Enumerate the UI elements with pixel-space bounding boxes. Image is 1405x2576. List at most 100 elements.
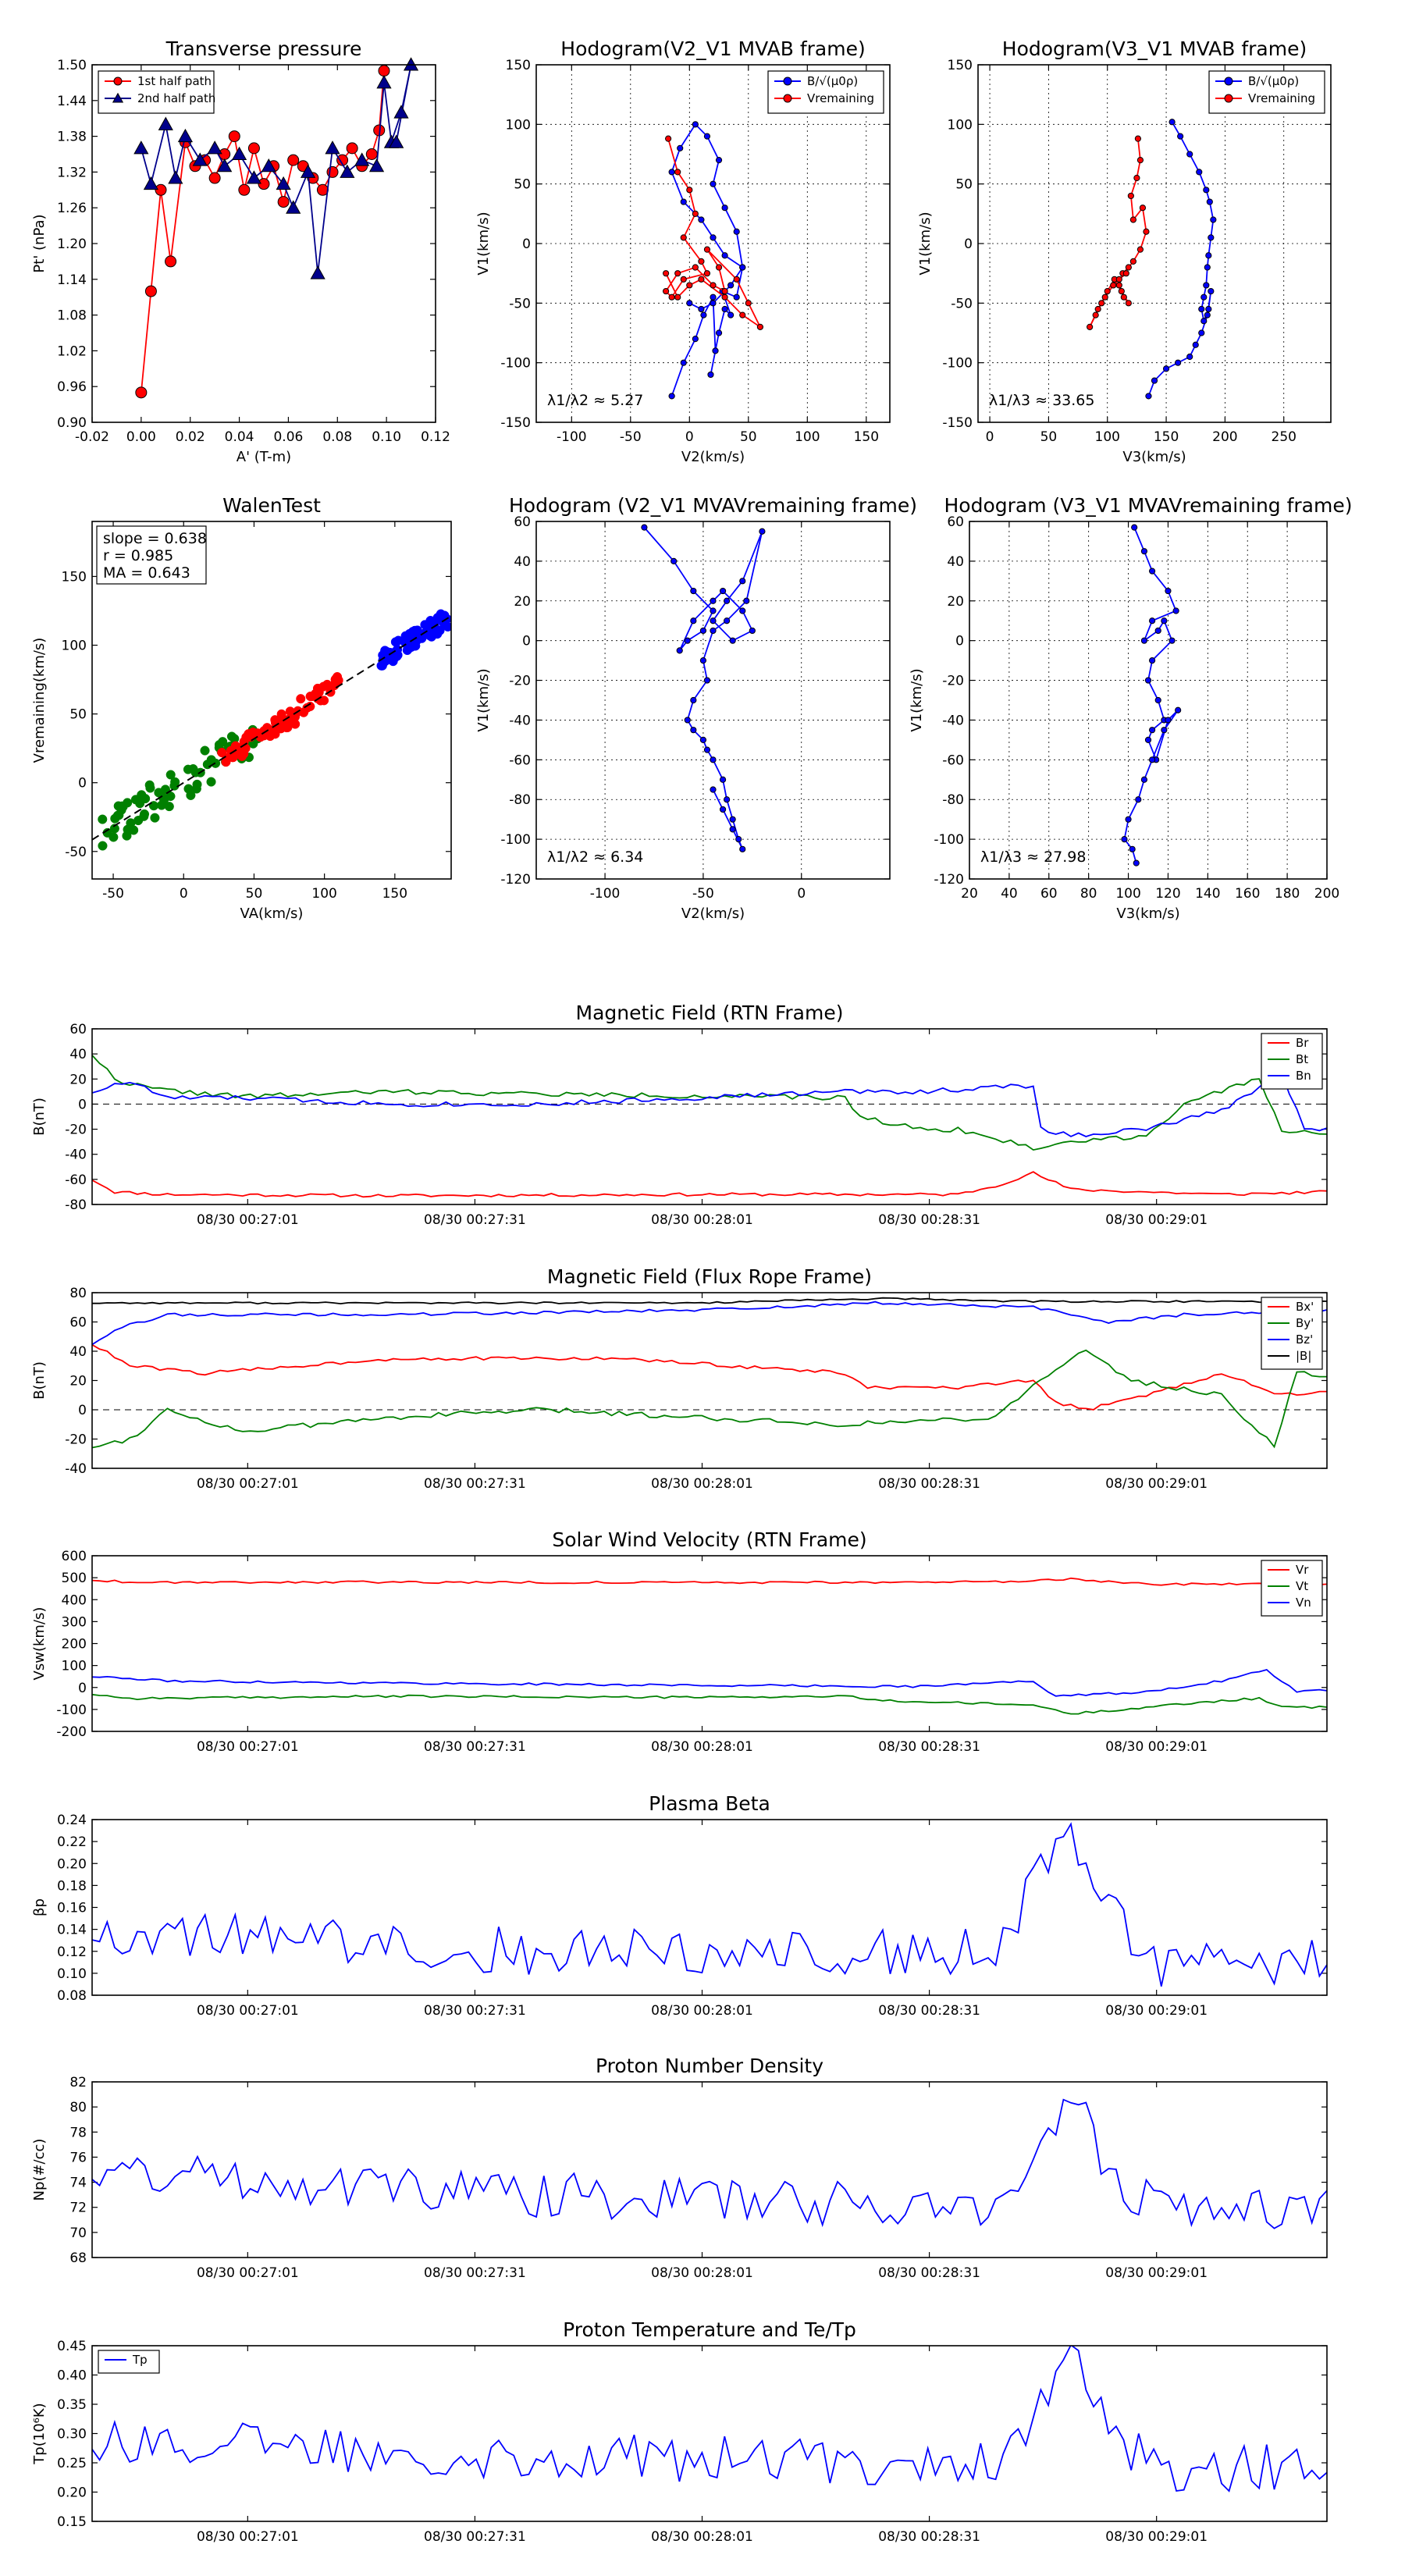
- data-point: [1136, 157, 1144, 164]
- data-point: [712, 347, 719, 354]
- x-tick-label: 08/30 00:27:31: [424, 1476, 526, 1492]
- y-tick-label: 1.14: [57, 272, 87, 288]
- y-tick-label: 82: [69, 2075, 87, 2090]
- ratio-annotation: λ1/λ2 ≈ 5.27: [547, 392, 643, 409]
- data-point: [368, 158, 385, 173]
- y-tick-label: -120: [934, 872, 964, 888]
- data-point: [700, 311, 707, 318]
- data-point: [1129, 258, 1136, 265]
- y-tick-label: 20: [69, 1072, 87, 1087]
- chart-title: Hodogram(V2_V1 MVAB frame): [560, 37, 865, 60]
- data-point: [112, 92, 124, 103]
- stats-frame: [96, 525, 207, 585]
- data-point: [1125, 816, 1132, 823]
- data-point: [378, 65, 390, 77]
- y-tick-label: 60: [69, 1315, 87, 1331]
- data-point: [1143, 228, 1150, 235]
- data-point: [403, 57, 419, 71]
- data-point: [739, 845, 746, 852]
- data-point: [1129, 845, 1136, 852]
- axes-frame: [91, 521, 452, 880]
- x-axis-label: A' (T-m): [237, 449, 291, 465]
- y-tick-label: 80: [69, 1286, 87, 1301]
- data-point: [674, 294, 681, 301]
- data-point: [1224, 76, 1233, 86]
- data-point: [739, 578, 746, 585]
- series-line-series: [92, 2098, 1327, 2229]
- y-tick-label: 78: [69, 2125, 87, 2140]
- data-point: [1204, 311, 1211, 318]
- data-point: [739, 311, 746, 318]
- data-point: [1206, 198, 1213, 205]
- x-axis-label: V3(km/s): [1122, 449, 1186, 465]
- data-point: [668, 294, 675, 301]
- legend-label: Bx': [1296, 1300, 1314, 1314]
- y-tick-label: 150: [62, 569, 87, 585]
- x-tick-label: 140: [1195, 886, 1220, 902]
- data-point: [365, 148, 378, 160]
- series-line-B/√(μ0ρ): [670, 123, 744, 397]
- y-axis-label: Pt' (nPa): [31, 214, 48, 272]
- y-tick-label: -50: [65, 845, 87, 860]
- data-point: [698, 216, 705, 223]
- x-tick-label: -50: [692, 886, 714, 902]
- data-point: [1154, 696, 1161, 704]
- y-tick-label: -50: [951, 296, 973, 311]
- data-point: [721, 287, 728, 295]
- data-point: [735, 836, 742, 843]
- y-tick-label: 0.16: [57, 1901, 87, 1916]
- data-point: [285, 706, 295, 717]
- data-point: [1092, 311, 1099, 318]
- data-point: [703, 746, 711, 753]
- data-point: [710, 180, 717, 187]
- data-point: [1204, 264, 1211, 271]
- y-tick-label: 40: [69, 1047, 87, 1062]
- y-axis-label: Tp(10⁶K): [31, 2403, 48, 2464]
- data-point: [1161, 727, 1168, 734]
- chart-title: Transverse pressure: [165, 37, 362, 60]
- data-point: [703, 677, 711, 684]
- y-tick-label: 0: [78, 776, 87, 792]
- legend-label: B/√(μ0ρ): [807, 74, 858, 88]
- data-point: [699, 627, 707, 635]
- y-tick-label: 40: [947, 554, 964, 570]
- data-point: [680, 234, 687, 241]
- series-line-Bn: [92, 1072, 1327, 1137]
- plot-area: [536, 521, 890, 879]
- x-tick-label: 08/30 00:27:01: [197, 2265, 299, 2281]
- data-point: [727, 311, 735, 318]
- x-tick-label: 40: [1001, 886, 1018, 902]
- data-point: [200, 745, 210, 756]
- y-tick-label: -40: [65, 1147, 87, 1163]
- data-point: [168, 170, 183, 184]
- data-point: [665, 135, 672, 142]
- data-point: [783, 76, 792, 86]
- y-tick-label: 1.50: [57, 58, 87, 73]
- data-point: [703, 246, 711, 253]
- data-point: [743, 597, 750, 604]
- legend-label: Vt: [1296, 1579, 1308, 1593]
- data-point: [183, 784, 194, 794]
- y-tick-label: 60: [947, 514, 964, 530]
- ratio-annotation: λ1/λ3 ≈ 27.98: [980, 849, 1086, 866]
- x-tick-label: 08/30 00:27:01: [197, 1212, 299, 1228]
- data-point: [1148, 727, 1156, 734]
- data-point: [170, 777, 180, 787]
- x-tick-label: 0.00: [126, 429, 156, 445]
- data-point: [108, 832, 119, 842]
- y-tick-label: 1.08: [57, 308, 87, 324]
- y-tick-label: -50: [509, 296, 531, 311]
- data-point: [261, 158, 276, 173]
- data-point: [674, 270, 681, 277]
- y-tick-label: 400: [62, 1592, 87, 1608]
- scatter-points: [92, 609, 451, 851]
- y-tick-label: 80: [69, 2100, 87, 2115]
- data-point: [114, 810, 124, 820]
- data-point: [1203, 282, 1210, 289]
- y-tick-label: -100: [56, 1703, 87, 1718]
- data-point: [165, 255, 177, 268]
- x-tick-label: 08/30 00:27:31: [424, 2529, 526, 2545]
- chart-title: Hodogram(V3_V1 MVAB frame): [1002, 37, 1307, 60]
- y-tick-label: 200: [62, 1637, 87, 1653]
- x-tick-label: 150: [854, 429, 879, 445]
